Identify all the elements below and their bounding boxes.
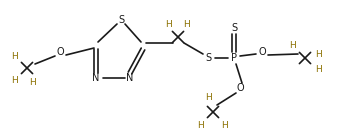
Text: H: H [29,78,35,87]
Text: O: O [236,83,244,93]
Text: H: H [206,94,212,102]
Text: H: H [315,65,321,74]
Text: H: H [221,121,227,130]
Text: H: H [11,52,17,60]
Text: H: H [290,40,296,50]
Text: H: H [183,19,190,29]
Text: O: O [56,47,64,57]
Text: P: P [231,53,237,63]
Text: N: N [92,73,100,83]
Text: H: H [197,121,203,130]
Text: S: S [118,15,124,25]
Text: S: S [231,23,237,33]
Text: S: S [205,53,211,63]
Text: H: H [166,19,172,29]
Text: H: H [315,50,321,59]
Text: H: H [11,75,17,85]
Text: O: O [258,47,266,57]
Text: N: N [126,73,134,83]
